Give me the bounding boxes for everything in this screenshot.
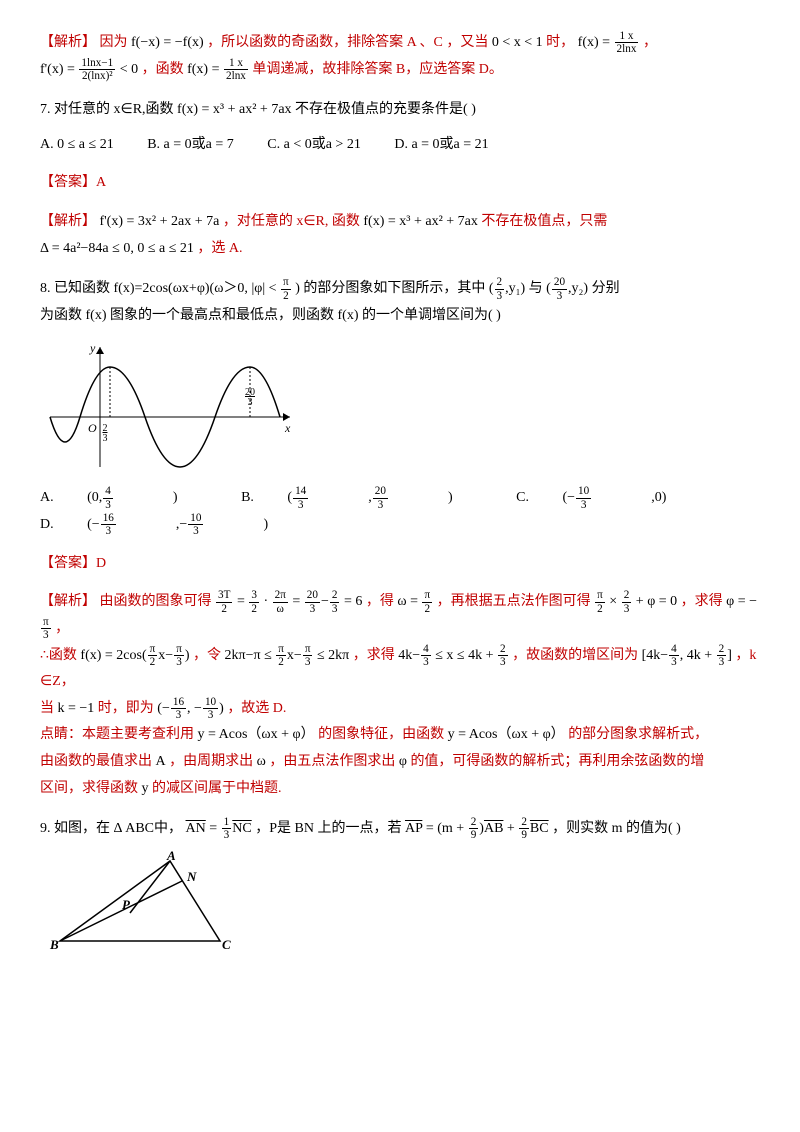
- svg-text:y: y: [89, 341, 96, 355]
- svg-text:P: P: [122, 897, 131, 912]
- option-b: B. (143,203): [241, 485, 483, 512]
- svg-text:3: 3: [248, 397, 253, 408]
- svg-text:O: O: [88, 421, 97, 435]
- analysis-label: 【解析】: [40, 35, 96, 50]
- p7-analysis: 【解析】 f'(x) = 3x² + 2ax + 7a ，对任意的 x∈R, 函…: [40, 209, 760, 262]
- p8-answer: 【答案】D: [40, 551, 760, 578]
- option-c: C. (−103,0): [516, 485, 696, 512]
- p9: 9. 如图，在 Δ ABC中， AN = 13NC ，P是 BN 上的一点，若 …: [40, 816, 760, 961]
- svg-text:3: 3: [103, 433, 108, 444]
- p6-analysis: 【解析】 因为 f(−x) = −f(x) ，所以函数的奇函数，排除答案 A 、…: [40, 30, 760, 83]
- option-d: D. a = 0或a = 21: [394, 132, 488, 159]
- p8-analysis: 【解析】 由函数的图象可得 3T2 = 32 · 2πω = 203−23 = …: [40, 589, 760, 722]
- option-b: B. a = 0或a = 7: [147, 132, 234, 159]
- p8-options: A. (0,43) B. (143,203) C. (−103,0) D. (−…: [40, 485, 760, 538]
- option-a: A. (0,43): [40, 485, 208, 512]
- p7: 7. 对任意的 x∈R,函数 f(x) = x³ + ax² + 7ax 不存在…: [40, 97, 760, 262]
- svg-text:A: A: [166, 851, 176, 863]
- p8: 8. 已知函数 f(x)=2cos(ωx+φ)(ω＞0, |φ| < π2 ) …: [40, 276, 760, 802]
- p8-note: 点睛：本题主要考查利用 y = Acos（ωx + φ） 的图象特征，由函数 y…: [40, 722, 760, 802]
- svg-text:x: x: [284, 421, 291, 435]
- cosine-graph: y x O 2 3 20 3: [40, 337, 300, 477]
- option-a: A. 0 ≤ a ≤ 21: [40, 132, 114, 159]
- triangle-diagram: A B C N P: [40, 851, 240, 961]
- svg-text:N: N: [186, 869, 197, 884]
- option-c: C. a < 0或a > 21: [267, 132, 361, 159]
- svg-text:C: C: [222, 937, 231, 952]
- svg-text:B: B: [49, 937, 59, 952]
- p7-answer: 【答案】A: [40, 170, 760, 197]
- option-d: D. (−163,−103): [40, 512, 298, 539]
- p7-options: A. 0 ≤ a ≤ 21 B. a = 0或a = 7 C. a < 0或a …: [40, 132, 760, 159]
